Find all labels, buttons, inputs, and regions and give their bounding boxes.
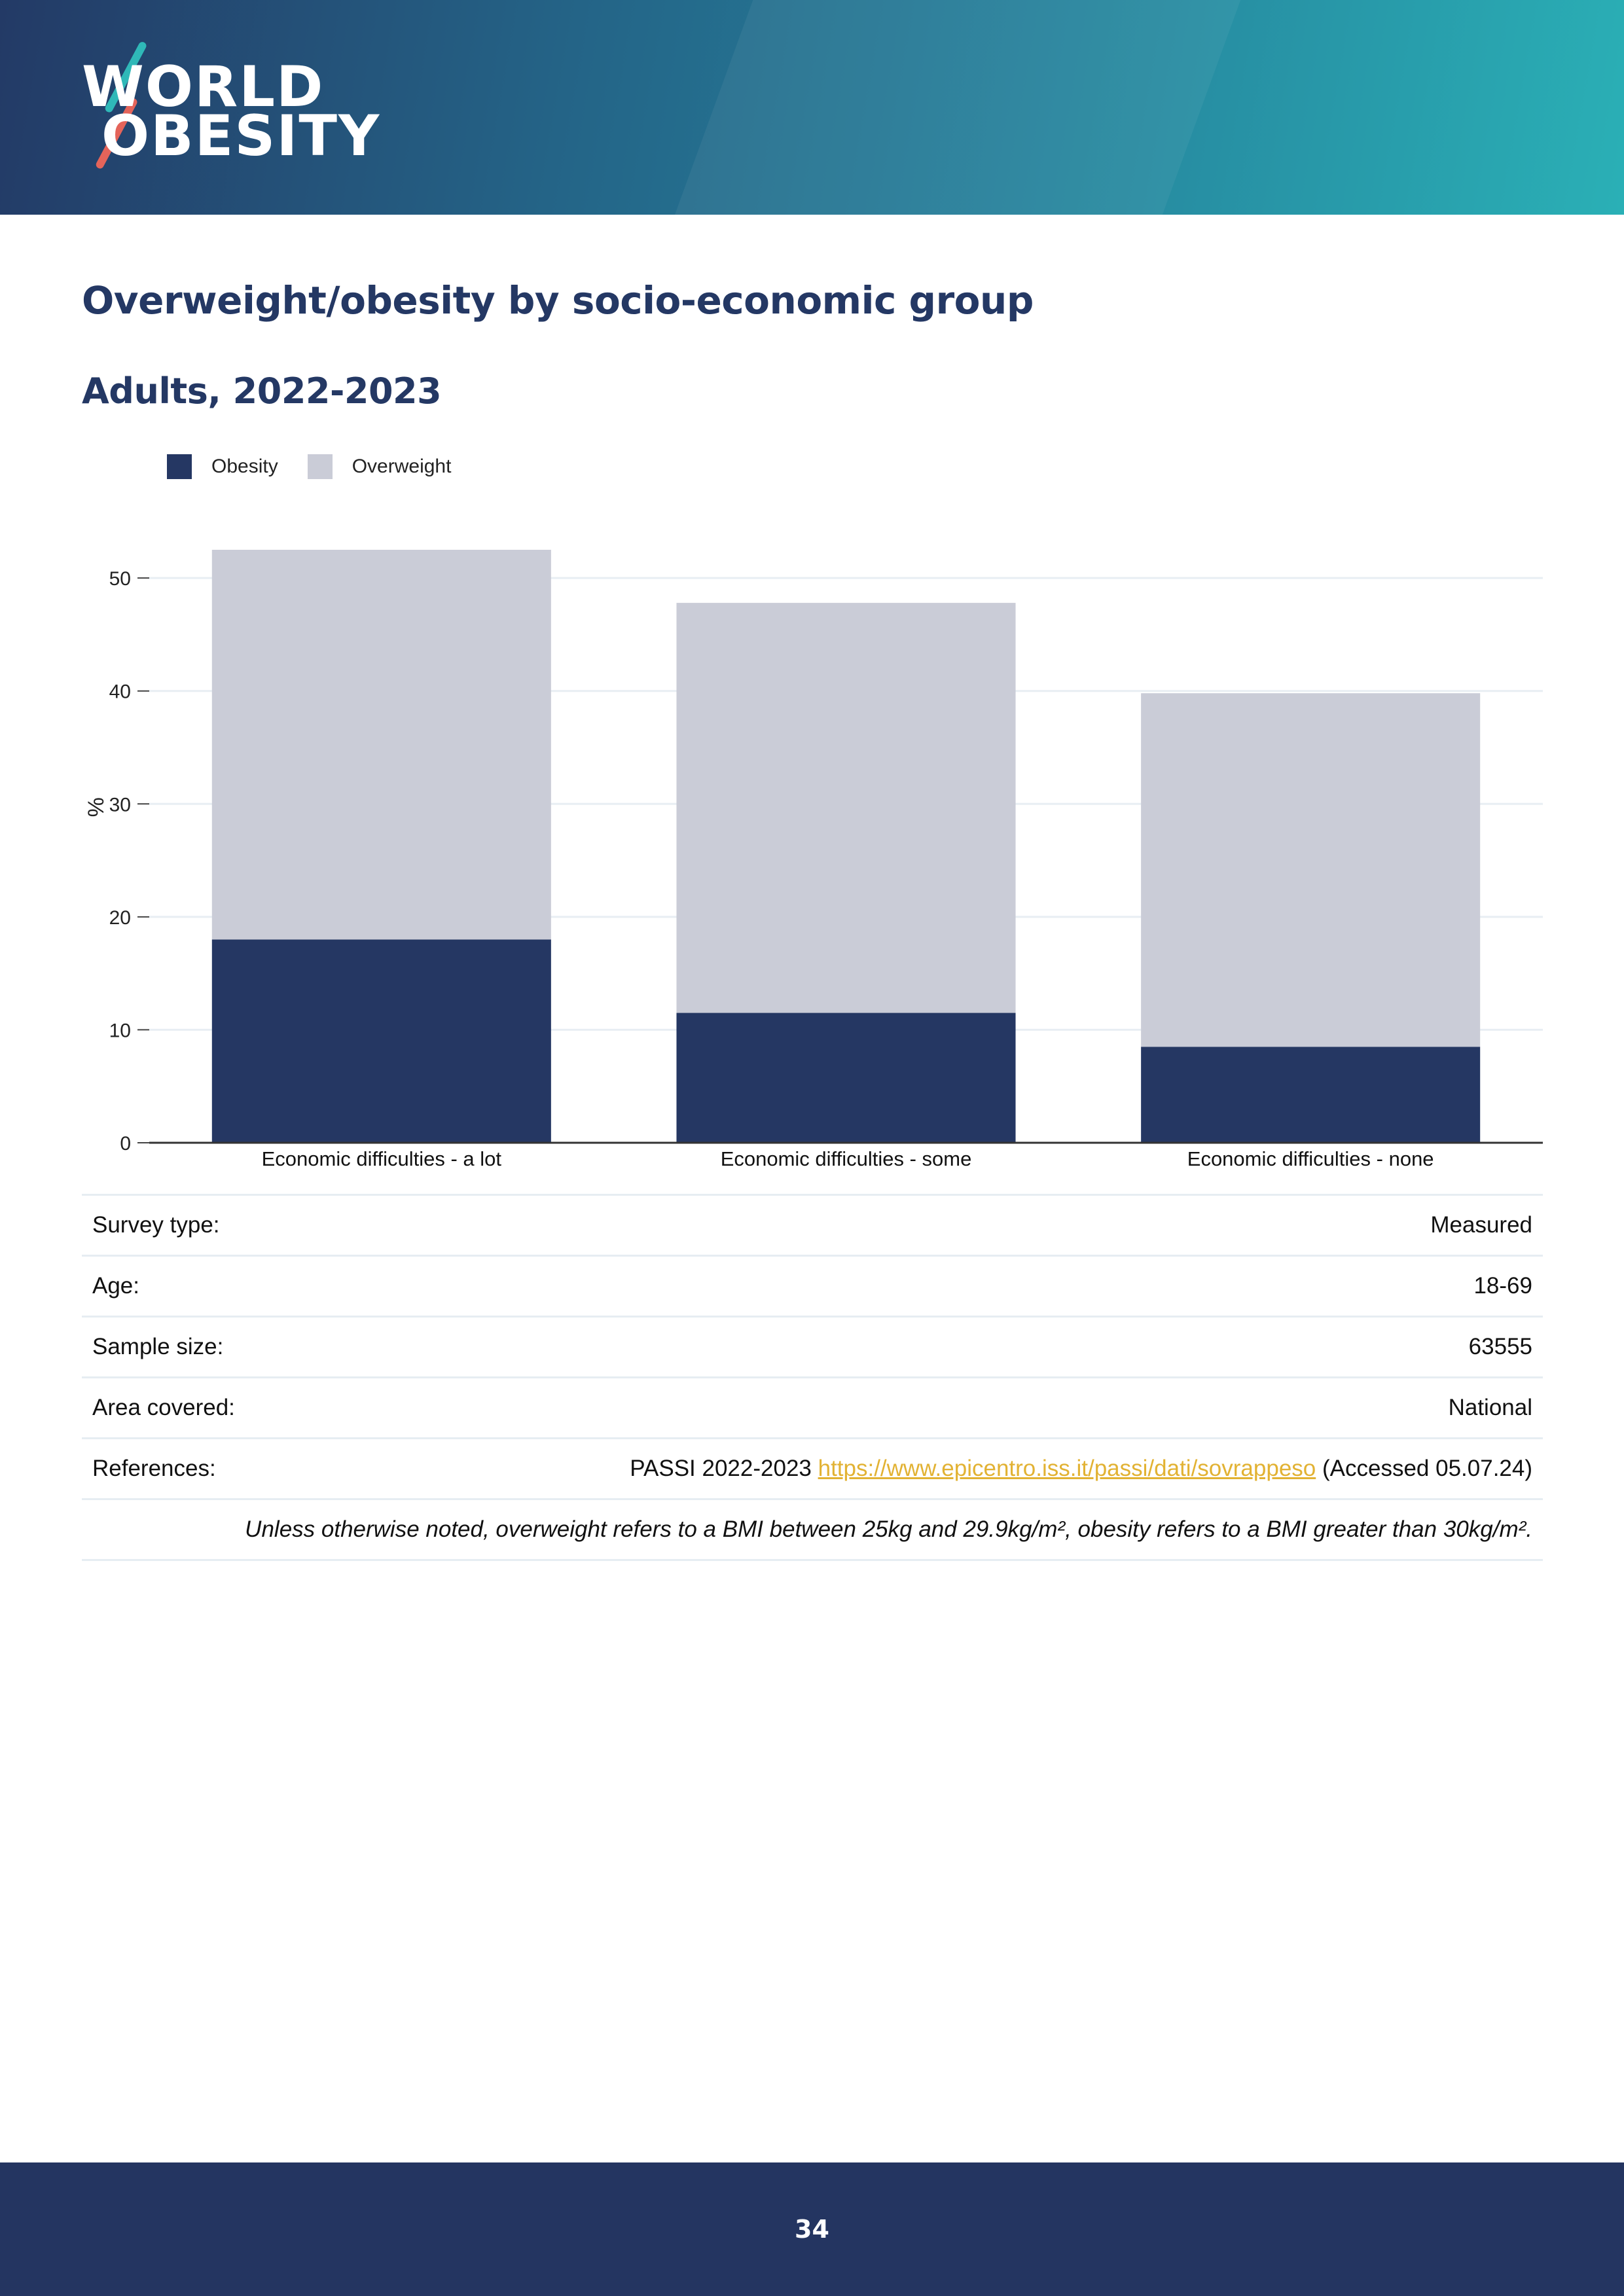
page-title: Overweight/obesity by socio-economic gro… bbox=[82, 278, 1034, 323]
x-tick-label: Economic difficulties - some bbox=[721, 1147, 972, 1170]
info-row-age: Age: 18-69 bbox=[82, 1255, 1543, 1318]
references-link[interactable]: https://www.epicentro.iss.it/passi/dati/… bbox=[818, 1456, 1316, 1481]
references-source: PASSI 2022-2023 bbox=[630, 1456, 812, 1481]
page-number: 34 bbox=[795, 2215, 829, 2244]
y-tick-label: 20 bbox=[109, 907, 131, 929]
info-label: Sample size: bbox=[82, 1316, 302, 1378]
info-label: Survey type: bbox=[82, 1194, 302, 1257]
references-value: PASSI 2022-2023 https://www.epicentro.is… bbox=[301, 1438, 1543, 1500]
page-header: WORLD OBESITY bbox=[0, 0, 1624, 215]
legend-item-obesity[interactable]: Obesity bbox=[167, 454, 278, 479]
info-row-area-covered: Area covered: National bbox=[82, 1377, 1543, 1439]
legend-swatch-obesity bbox=[167, 454, 192, 479]
x-tick-label: Economic difficulties - none bbox=[1187, 1147, 1434, 1170]
info-label: Area covered: bbox=[82, 1377, 302, 1439]
legend-label-overweight: Overweight bbox=[352, 456, 452, 477]
info-value: National bbox=[301, 1377, 1543, 1439]
page-footer: 34 bbox=[0, 2162, 1624, 2296]
bar-obesity-1 bbox=[211, 939, 551, 1143]
page-subtitle: Adults, 2022-2023 bbox=[82, 370, 442, 412]
x-tick-label: Economic difficulties - a lot bbox=[262, 1147, 502, 1170]
info-label: References: bbox=[82, 1438, 302, 1500]
chart-legend: Obesity Overweight bbox=[167, 454, 480, 479]
info-row-survey-type: Survey type: Measured bbox=[82, 1194, 1543, 1257]
info-value: Measured bbox=[301, 1194, 1543, 1257]
logo-word-obesity: OBESITY bbox=[101, 103, 381, 169]
header-sheen bbox=[644, 0, 1254, 215]
y-tick-label: 10 bbox=[109, 1020, 131, 1041]
info-value: 18-69 bbox=[301, 1255, 1543, 1318]
survey-info-table: Survey type: Measured Age: 18-69 Sample … bbox=[82, 1194, 1543, 1561]
info-row-references: References: PASSI 2022-2023 https://www.… bbox=[82, 1438, 1543, 1500]
legend-item-overweight[interactable]: Overweight bbox=[307, 454, 452, 479]
bar-overweight-3 bbox=[1141, 693, 1481, 1047]
bar-overweight-2 bbox=[676, 603, 1016, 1013]
legend-label-obesity: Obesity bbox=[211, 456, 278, 477]
bar-obesity-3 bbox=[1141, 1047, 1481, 1143]
y-tick-label: 40 bbox=[109, 681, 131, 703]
y-tick-label: 0 bbox=[120, 1133, 131, 1155]
bar-overweight-1 bbox=[211, 550, 551, 940]
stacked-bar-chart: 0 10 20 30 40 50% Economic difficulties - a lo… bbox=[84, 550, 1543, 1170]
bar-obesity-2 bbox=[676, 1013, 1016, 1143]
info-row-sample-size: Sample size: 63555 bbox=[82, 1316, 1543, 1378]
info-value: 63555 bbox=[301, 1316, 1543, 1378]
y-tick-label: 30 bbox=[109, 794, 131, 816]
bmi-definition-note: Unless otherwise noted, overweight refer… bbox=[82, 1499, 1543, 1561]
info-label: Age: bbox=[82, 1255, 302, 1318]
world-obesity-logo: WORLD OBESITY bbox=[82, 39, 379, 177]
y-tick-label: 50 bbox=[109, 568, 131, 590]
references-accessed: (Accessed 05.07.24) bbox=[1322, 1456, 1532, 1481]
legend-swatch-overweight bbox=[307, 454, 333, 479]
info-row-note: Unless otherwise noted, overweight refer… bbox=[82, 1499, 1543, 1561]
logo-word-world: WORLD bbox=[82, 54, 325, 120]
y-axis-label: % bbox=[84, 797, 109, 817]
